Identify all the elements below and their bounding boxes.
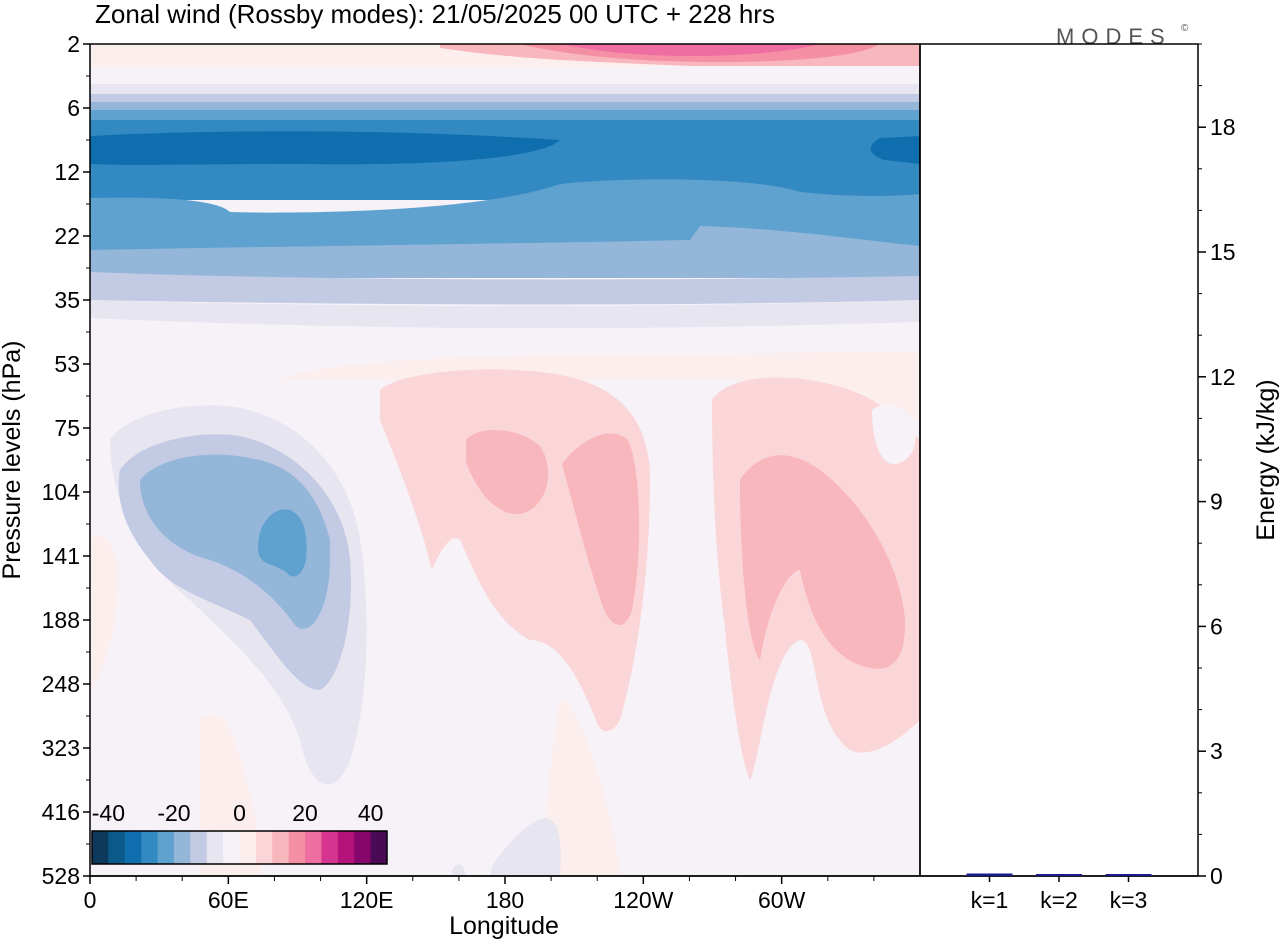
positive-plume-left bbox=[90, 536, 119, 690]
positive-core-2hpa-max bbox=[560, 44, 820, 56]
band-45hpa bbox=[90, 318, 920, 350]
y-tick-label: 2 bbox=[67, 31, 80, 57]
x-axis-label: Longitude bbox=[449, 912, 559, 940]
band-28hpa bbox=[90, 250, 920, 278]
y-tick-label: 323 bbox=[42, 735, 80, 761]
colorbar-swatch bbox=[288, 831, 306, 864]
band-5hpa bbox=[90, 84, 920, 94]
negative-plume-lower bbox=[490, 818, 561, 876]
colorbar-swatch bbox=[92, 831, 109, 864]
energy-tick-label: 15 bbox=[1210, 239, 1236, 265]
energy-category-label: k=1 bbox=[971, 887, 1009, 913]
negative-pocket-east bbox=[872, 404, 916, 465]
negative-plume-edge bbox=[452, 864, 466, 876]
y-tick-label: 416 bbox=[42, 799, 80, 825]
energy-tick-label: 12 bbox=[1210, 364, 1236, 390]
energy-axis-ticks: 0 3 6 9 12 15 18 bbox=[1198, 43, 1236, 889]
energy-category-label: k=3 bbox=[1110, 887, 1148, 913]
energy-tick-label: 6 bbox=[1210, 613, 1223, 639]
energy-axis-label: Energy (kJ/kg) bbox=[1252, 379, 1280, 540]
band-7hpa bbox=[90, 110, 920, 120]
colorbar-swatch bbox=[305, 831, 322, 864]
band-38hpa bbox=[90, 300, 920, 329]
y-tick-label: 12 bbox=[54, 159, 80, 185]
energy-tick-label: 9 bbox=[1210, 489, 1223, 515]
energy-bar bbox=[1036, 874, 1082, 876]
colorbar-swatch bbox=[272, 831, 290, 864]
y-tick-label: 75 bbox=[54, 415, 80, 441]
x-tick-label: 0 bbox=[84, 887, 97, 913]
positive-anomaly-west-inner-2 bbox=[562, 433, 640, 625]
negative-anomaly-core bbox=[258, 509, 307, 577]
energy-tick-label: 0 bbox=[1210, 863, 1223, 889]
colorbar-swatch bbox=[223, 831, 240, 864]
colorbar-swatch bbox=[157, 831, 175, 864]
colorbar-swatch bbox=[239, 831, 257, 864]
contour-field bbox=[90, 44, 920, 876]
band-6hpa-b bbox=[90, 102, 920, 110]
colorbar-tick-label: 40 bbox=[358, 800, 384, 826]
x-tick-label: 120W bbox=[613, 887, 673, 913]
colorbar-swatch bbox=[141, 831, 158, 864]
x-axis-ticks: 0 60E 120E 180 120W 60W bbox=[84, 875, 1198, 913]
colorbar-swatch bbox=[337, 831, 355, 864]
modes-logo-mark: © bbox=[1181, 23, 1189, 34]
y-tick-label: 6 bbox=[67, 95, 80, 121]
band-4hpa bbox=[90, 66, 920, 84]
energy-bars: k=1 k=2 k=3 bbox=[966, 873, 1152, 913]
colorbar: -40 -20 0 20 40 bbox=[91, 800, 388, 865]
energy-bar bbox=[1105, 874, 1152, 876]
y-axis-ticks: 2 6 12 22 35 53 75 104 141 188 248 323 416 528 bbox=[42, 31, 90, 889]
y-tick-label: 248 bbox=[42, 671, 80, 697]
y-tick-label: 528 bbox=[42, 863, 80, 889]
energy-panel-frame bbox=[919, 43, 1199, 877]
colorbar-swatch bbox=[108, 831, 126, 864]
band-25hpa bbox=[90, 226, 920, 278]
negative-core-10hpa-east bbox=[870, 136, 920, 164]
colorbar-swatch bbox=[190, 831, 208, 864]
x-tick-label: 180 bbox=[486, 887, 524, 913]
y-tick-label: 141 bbox=[42, 543, 80, 569]
y-tick-label: 104 bbox=[42, 479, 81, 505]
colorbar-tick-label: 0 bbox=[233, 800, 246, 826]
positive-plume-middle bbox=[540, 700, 620, 876]
y-tick-label: 35 bbox=[54, 287, 80, 313]
energy-tick-label: 3 bbox=[1210, 738, 1223, 764]
colorbar-tick-label: -40 bbox=[92, 800, 125, 826]
energy-bar bbox=[966, 873, 1013, 876]
y-tick-label: 188 bbox=[42, 607, 80, 633]
colorbar-swatch bbox=[173, 831, 191, 864]
colorbar-swatch bbox=[206, 831, 224, 864]
y-tick-label: 22 bbox=[54, 223, 80, 249]
positive-region-53hpa bbox=[280, 351, 920, 420]
energy-tick-label: 18 bbox=[1210, 114, 1236, 140]
chart-title: Zonal wind (Rossby modes): 21/05/2025 00… bbox=[95, 0, 775, 29]
x-tick-label: 60E bbox=[208, 887, 249, 913]
y-axis-label: Pressure levels (hPa) bbox=[0, 341, 26, 580]
colorbar-swatch bbox=[124, 831, 142, 864]
x-tick-label: 60W bbox=[758, 887, 806, 913]
modes-logo: MODES bbox=[1056, 24, 1172, 49]
band-32hpa bbox=[90, 272, 920, 305]
x-tick-label: 120E bbox=[340, 887, 394, 913]
energy-category-label: k=2 bbox=[1040, 887, 1078, 913]
positive-anomaly-east-inner bbox=[740, 455, 906, 669]
colorbar-swatch bbox=[354, 831, 372, 864]
colorbar-tick-label: -20 bbox=[157, 800, 190, 826]
colorbar-swatch bbox=[370, 831, 388, 864]
negative-core-10hpa bbox=[90, 131, 560, 165]
colorbar-tick-label: 20 bbox=[292, 800, 318, 826]
y-tick-label: 53 bbox=[54, 351, 80, 377]
colorbar-frame bbox=[91, 830, 388, 865]
band-6hpa-a bbox=[90, 94, 920, 102]
positive-anomaly-west-inner bbox=[466, 429, 549, 515]
colorbar-swatch bbox=[321, 831, 339, 864]
colorbar-swatch bbox=[255, 831, 273, 864]
